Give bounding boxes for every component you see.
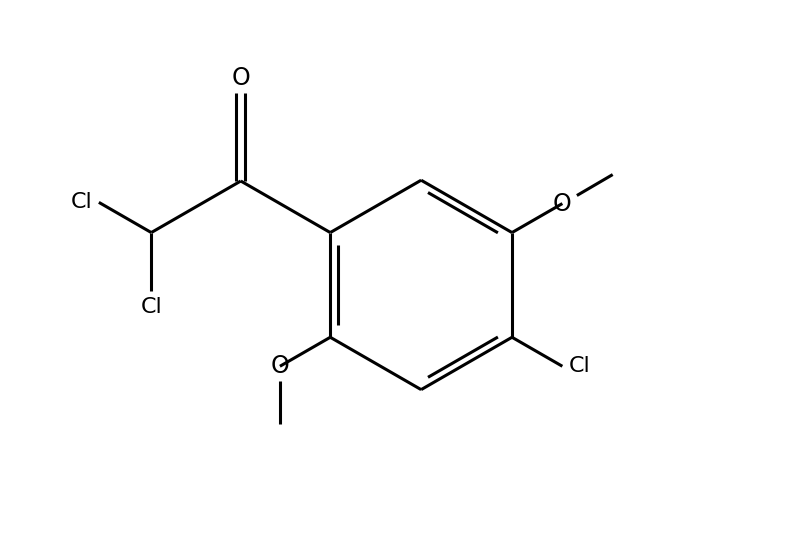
Text: Cl: Cl xyxy=(569,356,590,376)
Text: Cl: Cl xyxy=(70,192,92,212)
Text: O: O xyxy=(271,354,289,378)
Text: O: O xyxy=(232,66,250,90)
Text: O: O xyxy=(553,191,572,215)
Text: Cl: Cl xyxy=(140,297,162,317)
